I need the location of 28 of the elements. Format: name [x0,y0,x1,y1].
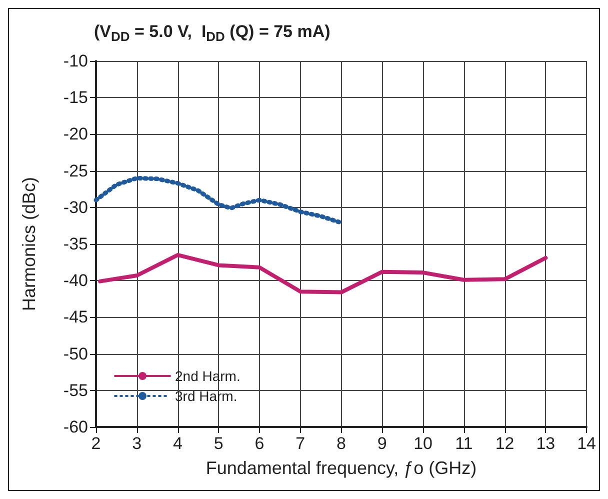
y-tick-label: -20 [63,124,88,144]
x-tick-label: 8 [336,434,346,453]
y-tick-label: -10 [63,52,88,70]
y-tick-label: -55 [63,380,88,400]
y-tick-label: -40 [63,271,88,290]
x-tick-label: 5 [214,434,224,453]
x-tick-label: 4 [173,434,182,453]
x-tick-label: 11 [455,434,473,453]
line-series [94,176,344,226]
y-tick-label: -15 [63,88,88,108]
y-tick-label: -35 [63,234,88,254]
x-axis-title: Fundamental frequency, ƒo (GHz) [206,458,477,478]
y-tick-label: -45 [63,308,88,327]
line-series [98,252,548,294]
x-tick-label: 3 [132,434,142,453]
x-tick-label: 9 [377,434,387,453]
x-tick-label: 10 [414,434,432,453]
x-tick-label: 2 [91,434,101,453]
x-tick-label: 14 [577,434,596,453]
x-tick-label: 12 [495,434,514,453]
x-tick-label: 7 [296,434,306,453]
x-tick-label: 6 [254,434,264,453]
x-tick-label: 13 [536,434,556,453]
y-tick-label: -60 [63,418,88,436]
y-tick-label: -25 [63,161,88,180]
y-tick-label: -50 [63,344,88,364]
y-tick-label: -30 [63,198,88,217]
y-axis-title: Harmonics (dBc) [19,176,39,312]
